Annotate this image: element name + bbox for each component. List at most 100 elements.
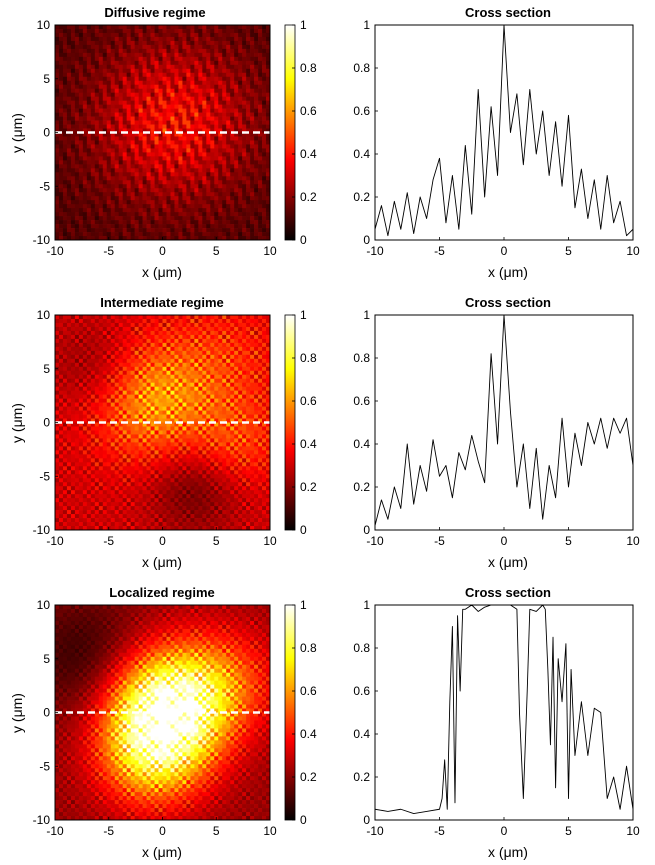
heatmap-cell — [166, 176, 171, 181]
heatmap-cell — [190, 156, 195, 161]
heatmap-cell — [55, 315, 60, 320]
heatmap-cell — [78, 382, 84, 388]
heatmap-cell — [90, 430, 96, 435]
heatmap-cell — [58, 394, 64, 399]
heatmap-cell — [138, 76, 143, 82]
heatmap-cell — [118, 144, 124, 149]
heatmap-cell — [130, 48, 135, 54]
heatmap-cell — [218, 64, 223, 70]
heatmap-cell — [154, 116, 159, 121]
heatmap-cell — [218, 176, 223, 181]
heatmap-cell — [266, 212, 271, 217]
heatmap-cell — [186, 334, 191, 340]
heatmap-cell — [170, 220, 175, 225]
heatmap-cell — [230, 394, 235, 399]
heatmap-cell — [62, 370, 68, 376]
heatmap-cell — [126, 120, 131, 125]
heatmap-cell — [158, 168, 163, 173]
heatmap-cell — [106, 144, 112, 149]
heatmap-cell — [250, 208, 255, 213]
heatmap-cell — [102, 382, 108, 388]
heatmap-cell — [214, 434, 219, 439]
heatmap-cell — [106, 192, 112, 197]
heatmap-cell — [174, 410, 179, 415]
heatmap-cell — [130, 378, 135, 384]
heatmap-cell — [154, 200, 159, 205]
heatmap-cell — [58, 168, 64, 173]
heatmap-cell — [154, 426, 159, 431]
heatmap-cell — [66, 366, 72, 372]
heatmap-cell — [266, 32, 271, 38]
heatmap-cell — [138, 236, 143, 241]
heatmap-cell — [90, 390, 96, 395]
heatmap-cell — [186, 450, 191, 455]
colorbar-tick-label: 0 — [300, 233, 307, 247]
heatmap-cell — [162, 156, 167, 161]
heatmap-cell — [82, 216, 88, 221]
heatmap-cell — [82, 116, 88, 121]
heatmap-cell — [186, 402, 191, 407]
heatmap-cell — [166, 414, 171, 419]
heatmap-cell — [74, 454, 80, 459]
heatmap-cell — [82, 140, 88, 145]
heatmap-cell — [242, 208, 247, 213]
heatmap-cell — [134, 60, 139, 66]
heatmap-cell — [126, 160, 131, 165]
heatmap-cell — [262, 120, 267, 125]
heatmap-cell — [58, 216, 64, 221]
heatmap-cell — [242, 164, 247, 169]
heatmap-cell — [66, 80, 72, 86]
heatmap-cell — [78, 124, 84, 129]
heatmap-cell — [258, 366, 263, 372]
heatmap-cell — [266, 168, 271, 173]
heatmap-cell — [66, 438, 72, 443]
heatmap-cell — [186, 188, 191, 193]
heatmap-cell — [110, 104, 116, 109]
heatmap-cell — [90, 394, 96, 399]
heatmap-cell — [66, 168, 72, 173]
heatmap-cell — [262, 220, 267, 225]
heatmap-cell — [106, 220, 112, 225]
heatmap-cell — [102, 450, 108, 455]
heatmap-cell — [142, 88, 147, 94]
heatmap-cell — [154, 418, 159, 423]
heatmap-cell — [246, 104, 251, 109]
heatmap-cell — [134, 148, 139, 153]
heatmap-cell — [226, 60, 231, 66]
heatmap-cell — [218, 402, 223, 407]
heatmap-cell — [246, 414, 251, 419]
heatmap-cell — [206, 196, 211, 201]
heatmap-cell — [82, 422, 88, 427]
heatmap-cell — [70, 60, 76, 66]
heatmap-cell — [206, 228, 211, 233]
heatmap-cell — [94, 390, 100, 395]
heatmap-cell — [182, 382, 187, 388]
heatmap-cell — [70, 382, 76, 388]
heatmap-cell — [226, 212, 231, 217]
heatmap-cell — [178, 68, 183, 74]
heatmap-cell — [158, 32, 163, 38]
heatmap-cell — [254, 160, 259, 165]
heatmap-cell — [170, 120, 175, 125]
heatmap-cell — [98, 438, 104, 443]
heatmap-cell — [214, 188, 219, 193]
heatmap-cell — [218, 224, 223, 229]
heatmap-cell — [174, 184, 179, 189]
heatmap-cell — [66, 330, 72, 336]
heatmap-cell — [102, 128, 108, 133]
heatmap-cell — [154, 374, 159, 380]
heatmap-cell — [90, 318, 96, 324]
heatmap-cell — [94, 164, 100, 169]
heatmap-cell — [242, 216, 247, 221]
heatmap-cell — [194, 315, 199, 320]
heatmap-cell — [250, 172, 255, 177]
heatmap-cell — [62, 458, 68, 463]
heatmap-cell — [206, 68, 211, 74]
heatmap-cell — [86, 112, 92, 117]
heatmap-cell — [134, 334, 139, 340]
heatmap-cell — [174, 88, 179, 94]
heatmap-cell — [66, 56, 72, 62]
heatmap-cell — [146, 350, 151, 356]
heatmap-cell — [182, 204, 187, 209]
heatmap-cell — [266, 128, 271, 133]
